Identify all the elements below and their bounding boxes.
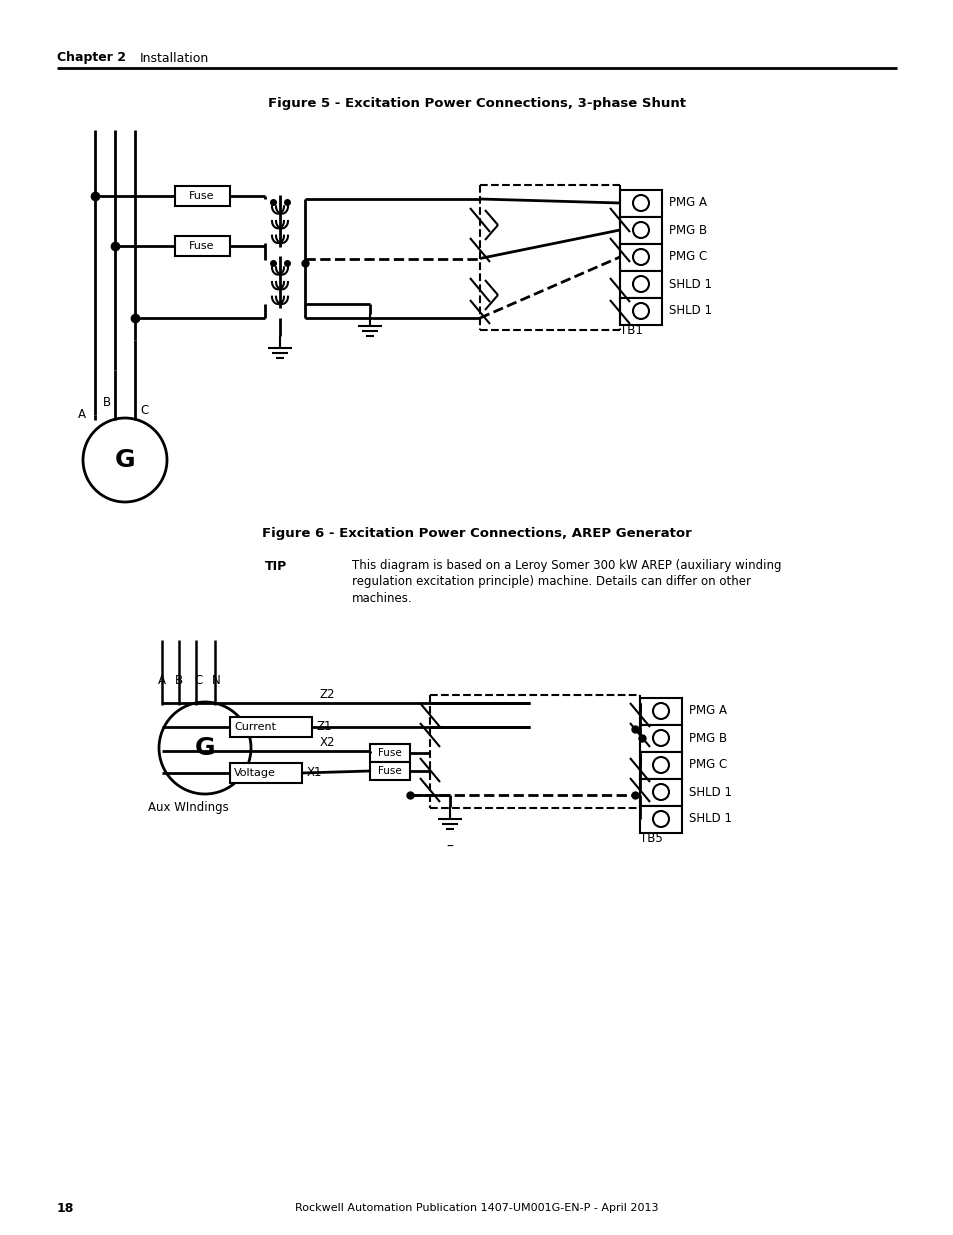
Bar [174,236,230,256]
Text: C: C [140,404,148,416]
Bar [370,743,410,762]
Circle shape [652,811,668,827]
Circle shape [652,757,668,773]
Text: machines.: machines. [352,592,413,604]
Bar [639,698,681,725]
Text: C: C [193,673,202,687]
Circle shape [633,303,648,319]
Text: 18: 18 [57,1202,74,1214]
Circle shape [633,249,648,266]
Circle shape [633,195,648,211]
Bar [174,186,230,206]
Text: PMG A: PMG A [668,196,706,210]
Bar [619,270,661,298]
Text: A: A [78,409,86,421]
Bar [619,217,661,245]
Text: Chapter 2: Chapter 2 [57,52,126,64]
Text: G: G [194,736,215,760]
Text: TB1: TB1 [619,325,642,337]
Circle shape [633,222,648,238]
Circle shape [633,275,648,291]
Text: B: B [174,673,183,687]
Bar [370,762,410,781]
Bar [619,190,661,217]
Bar [230,763,302,783]
Text: Fuse: Fuse [189,191,214,201]
Text: Fuse: Fuse [377,748,401,758]
Bar [639,779,681,806]
Circle shape [652,784,668,800]
Text: Figure 5 - Excitation Power Connections, 3-phase Shunt: Figure 5 - Excitation Power Connections,… [268,98,685,110]
Text: N: N [212,673,220,687]
Bar [639,806,681,832]
Text: –: – [446,840,453,853]
Text: A: A [158,673,166,687]
Text: SHLD 1: SHLD 1 [668,305,711,317]
Text: Fuse: Fuse [189,241,214,251]
Bar [639,725,681,752]
Text: SHLD 1: SHLD 1 [668,278,711,290]
Circle shape [652,730,668,746]
Text: Current: Current [233,722,275,732]
Text: X2: X2 [319,736,335,750]
Circle shape [652,703,668,719]
Text: Z2: Z2 [319,688,335,701]
Text: This diagram is based on a Leroy Somer 300 kW AREP (auxiliary winding: This diagram is based on a Leroy Somer 3… [352,559,781,573]
Text: Fuse: Fuse [377,766,401,776]
Text: Installation: Installation [140,52,209,64]
Text: regulation excitation principle) machine. Details can differ on other: regulation excitation principle) machine… [352,576,750,589]
Text: Voltage: Voltage [233,768,275,778]
Text: TB5: TB5 [639,832,662,846]
Text: Figure 6 - Excitation Power Connections, AREP Generator: Figure 6 - Excitation Power Connections,… [262,527,691,541]
Text: PMG C: PMG C [668,251,706,263]
Text: PMG C: PMG C [688,758,726,772]
Text: G: G [114,448,135,472]
Bar [230,718,312,737]
Circle shape [83,417,167,501]
Text: TIP: TIP [265,559,287,573]
Text: Z1: Z1 [316,720,333,734]
Text: Rockwell Automation Publication 1407-UM001G-EN-P - April 2013: Rockwell Automation Publication 1407-UM0… [294,1203,659,1213]
Bar [619,298,661,325]
Text: PMG B: PMG B [688,731,726,745]
Text: Aux WIndings: Aux WIndings [148,802,229,815]
Text: SHLD 1: SHLD 1 [688,785,731,799]
Text: SHLD 1: SHLD 1 [688,813,731,825]
Bar [619,245,661,270]
Circle shape [159,701,251,794]
Text: PMG A: PMG A [688,704,726,718]
Text: PMG B: PMG B [668,224,706,236]
Text: X1: X1 [307,767,322,779]
Text: B: B [103,395,111,409]
Bar [639,752,681,779]
